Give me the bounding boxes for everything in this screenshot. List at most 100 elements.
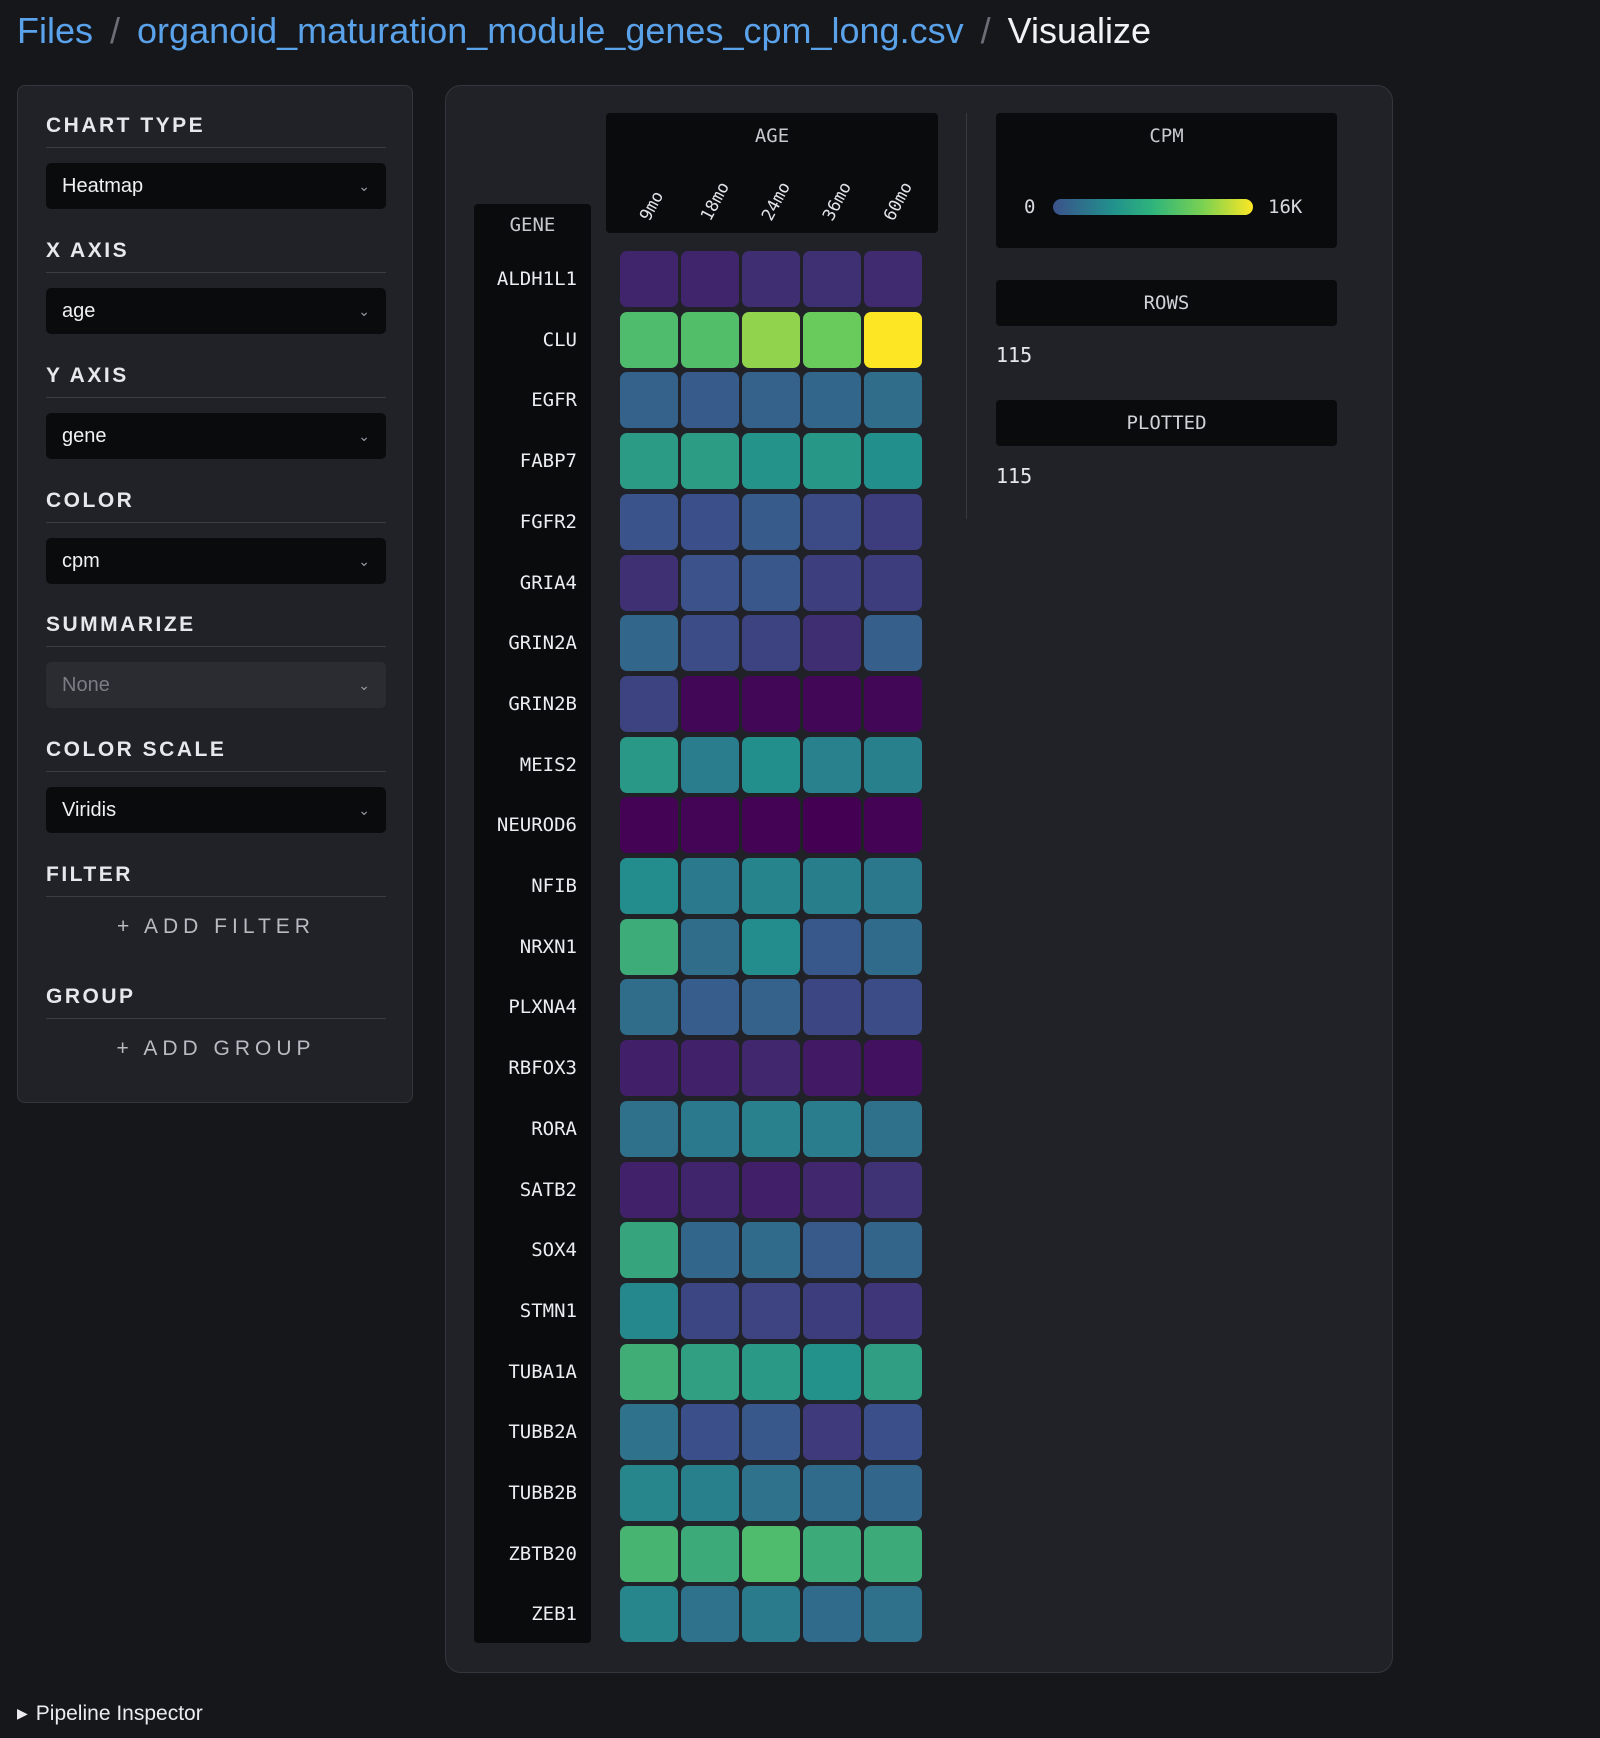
breadcrumb-files-link[interactable]: Files — [17, 10, 94, 51]
heatmap-cell[interactable] — [620, 736, 678, 793]
heatmap-cell[interactable] — [803, 493, 861, 550]
heatmap-cell[interactable] — [742, 615, 800, 672]
heatmap-cell[interactable] — [681, 675, 739, 732]
heatmap-cell[interactable] — [620, 1465, 678, 1521]
heatmap-cell[interactable] — [864, 554, 922, 611]
heatmap-cell[interactable] — [803, 675, 861, 732]
add-group-button[interactable]: + ADD GROUP — [116, 1037, 316, 1060]
heatmap-cell[interactable] — [742, 797, 800, 854]
heatmap-cell[interactable] — [803, 1404, 861, 1461]
heatmap-cell[interactable] — [742, 1465, 800, 1521]
heatmap-cell[interactable] — [803, 433, 861, 490]
heatmap-cell[interactable] — [681, 918, 739, 975]
heatmap-cell[interactable] — [620, 554, 678, 611]
heatmap-cell[interactable] — [864, 1040, 922, 1097]
heatmap-cell[interactable] — [681, 797, 739, 854]
heatmap-cell[interactable] — [864, 1282, 922, 1339]
heatmap-cell[interactable] — [620, 493, 678, 550]
heatmap-cell[interactable] — [681, 1465, 739, 1521]
heatmap-cell[interactable] — [864, 1404, 922, 1461]
heatmap-cell[interactable] — [681, 1222, 739, 1279]
heatmap-cell[interactable] — [864, 433, 922, 490]
heatmap-cell[interactable] — [681, 493, 739, 550]
heatmap-cell[interactable] — [742, 1161, 800, 1218]
y-axis-select[interactable]: gene ⌄ — [46, 413, 386, 459]
heatmap-cell[interactable] — [620, 1343, 678, 1400]
heatmap-cell[interactable] — [742, 1343, 800, 1400]
heatmap-cell[interactable] — [742, 979, 800, 1036]
heatmap-cell[interactable] — [681, 1282, 739, 1339]
heatmap-cell[interactable] — [742, 1404, 800, 1461]
heatmap-cell[interactable] — [742, 372, 800, 429]
heatmap-cell[interactable] — [864, 1465, 922, 1521]
heatmap-cell[interactable] — [742, 1100, 800, 1157]
heatmap-cell[interactable] — [742, 433, 800, 490]
heatmap-cell[interactable] — [742, 554, 800, 611]
heatmap-cell[interactable] — [742, 1525, 800, 1582]
heatmap-cell[interactable] — [803, 736, 861, 793]
heatmap-cell[interactable] — [803, 1343, 861, 1400]
heatmap-cell[interactable] — [864, 251, 922, 307]
heatmap-cell[interactable] — [620, 1161, 678, 1218]
heatmap-cell[interactable] — [681, 1586, 739, 1643]
heatmap-cell[interactable] — [864, 1343, 922, 1400]
heatmap-cell[interactable] — [620, 311, 678, 368]
heatmap-cell[interactable] — [864, 1525, 922, 1582]
heatmap-cell[interactable] — [803, 1465, 861, 1521]
heatmap-cell[interactable] — [803, 1040, 861, 1097]
heatmap-cell[interactable] — [803, 311, 861, 368]
heatmap-cell[interactable] — [864, 918, 922, 975]
heatmap-cell[interactable] — [681, 1343, 739, 1400]
summarize-select[interactable]: None ⌄ — [46, 662, 386, 708]
heatmap-cell[interactable] — [620, 918, 678, 975]
heatmap-cell[interactable] — [864, 1100, 922, 1157]
heatmap-cell[interactable] — [742, 1282, 800, 1339]
heatmap-cell[interactable] — [742, 493, 800, 550]
heatmap-cell[interactable] — [681, 736, 739, 793]
heatmap-cell[interactable] — [620, 858, 678, 914]
heatmap-cell[interactable] — [681, 251, 739, 307]
heatmap-cell[interactable] — [681, 615, 739, 672]
heatmap-cell[interactable] — [864, 1161, 922, 1218]
heatmap-cell[interactable] — [864, 1586, 922, 1643]
heatmap-cell[interactable] — [620, 615, 678, 672]
heatmap-cell[interactable] — [803, 554, 861, 611]
heatmap-cell[interactable] — [681, 1404, 739, 1461]
heatmap-cell[interactable] — [742, 1586, 800, 1643]
heatmap-cell[interactable] — [803, 615, 861, 672]
chart-type-select[interactable]: Heatmap ⌄ — [46, 163, 386, 209]
heatmap-cell[interactable] — [864, 311, 922, 368]
heatmap-cell[interactable] — [681, 1161, 739, 1218]
heatmap-cell[interactable] — [620, 1404, 678, 1461]
heatmap-cell[interactable] — [803, 1222, 861, 1279]
heatmap-cell[interactable] — [803, 251, 861, 307]
heatmap-cell[interactable] — [742, 918, 800, 975]
heatmap-cell[interactable] — [681, 554, 739, 611]
heatmap-cell[interactable] — [620, 1100, 678, 1157]
heatmap-cell[interactable] — [620, 1040, 678, 1097]
color-select[interactable]: cpm ⌄ — [46, 538, 386, 584]
heatmap-cell[interactable] — [620, 675, 678, 732]
heatmap-cell[interactable] — [620, 372, 678, 429]
heatmap-cell[interactable] — [620, 979, 678, 1036]
heatmap-cell[interactable] — [864, 1222, 922, 1279]
heatmap-cell[interactable] — [803, 918, 861, 975]
heatmap-cell[interactable] — [681, 979, 739, 1036]
heatmap-cell[interactable] — [803, 1100, 861, 1157]
heatmap-cell[interactable] — [742, 858, 800, 914]
heatmap-cell[interactable] — [742, 736, 800, 793]
heatmap-cell[interactable] — [864, 372, 922, 429]
heatmap-cell[interactable] — [681, 1040, 739, 1097]
heatmap-cell[interactable] — [681, 311, 739, 368]
heatmap-cell[interactable] — [681, 858, 739, 914]
heatmap-cell[interactable] — [681, 1100, 739, 1157]
heatmap-cell[interactable] — [803, 979, 861, 1036]
heatmap-cell[interactable] — [864, 797, 922, 854]
heatmap-cell[interactable] — [803, 1282, 861, 1339]
heatmap-cell[interactable] — [864, 675, 922, 732]
heatmap-cell[interactable] — [620, 1222, 678, 1279]
heatmap-cell[interactable] — [742, 251, 800, 307]
heatmap-cell[interactable] — [803, 858, 861, 914]
heatmap-cell[interactable] — [803, 1161, 861, 1218]
heatmap-cell[interactable] — [864, 493, 922, 550]
